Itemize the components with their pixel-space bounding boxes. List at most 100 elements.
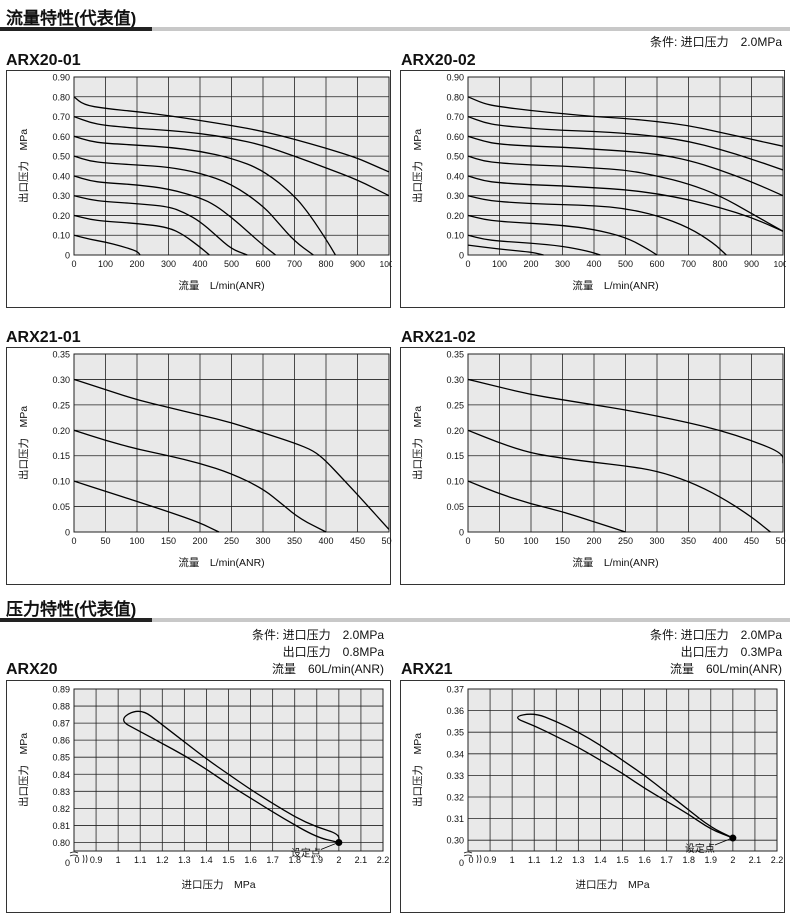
x-axis-label: 流量 L/min(ANR) xyxy=(572,556,658,569)
y-axis-label: 出口压力 MPa xyxy=(17,129,30,203)
x-tick-label: 150 xyxy=(161,536,176,546)
series-line-0.30 xyxy=(468,195,727,256)
x-tick-label: 250 xyxy=(618,536,633,546)
x-zero-label: 0 xyxy=(74,855,79,865)
flow-condition: 条件: 进口压力 2.0MPa xyxy=(649,35,782,49)
x-tick-label: 0 xyxy=(465,259,470,269)
y-tick-label: 0.34 xyxy=(446,749,464,759)
x-tick-label: 500 xyxy=(775,536,786,546)
chart-panel-arx21-01: 0 50 100 150 200 250 300 350 400 450 500 0 0.05 0.10 0… xyxy=(6,347,392,585)
x-axis-label: 流量 L/min(ANR) xyxy=(178,556,264,569)
x-tick-label: 50 xyxy=(100,536,110,546)
x-tick-label: 1.7 xyxy=(660,855,673,865)
x-tick-label: 2 xyxy=(730,855,735,865)
y-tick-label: 0.20 xyxy=(52,211,70,221)
y-tick-label: 0.70 xyxy=(52,112,70,122)
series-line-0.05 xyxy=(468,244,544,256)
y-tick-label: 0.50 xyxy=(446,152,464,162)
series-line-0.10 xyxy=(74,234,141,256)
x-tick-label: 200 xyxy=(192,536,207,546)
y-tick-label: 0.15 xyxy=(52,451,70,461)
set-point-leader xyxy=(714,838,731,846)
x-tick-label: 0 xyxy=(71,536,76,546)
series-line-0.40 xyxy=(74,175,276,256)
x-axis-label: 流量 L/min(ANR) xyxy=(178,279,264,292)
x-tick-label: 600 xyxy=(649,259,664,269)
y-tick-label: 0.30 xyxy=(446,836,464,846)
y-tick-label: 0.10 xyxy=(446,231,464,241)
y-tick-label: 0.33 xyxy=(446,771,464,781)
x-zero-label: 0 xyxy=(468,855,473,865)
x-axis-label: 进口压力 MPa xyxy=(575,878,649,891)
y-tick-label: 0.10 xyxy=(52,477,70,487)
series-line-0.60 xyxy=(468,135,783,197)
set-point-leader xyxy=(320,843,337,850)
y-tick-label: 0.82 xyxy=(52,804,70,814)
x-tick-label: 100 xyxy=(129,536,144,546)
x-tick-label: 1.1 xyxy=(134,855,147,865)
y-tick-label: 0.10 xyxy=(446,477,464,487)
y-tick-label: 0.30 xyxy=(52,375,70,385)
x-tick-label: 1.1 xyxy=(528,855,541,865)
y-tick-label: 0.20 xyxy=(446,211,464,221)
chart-title-arx20-02: ARX20-02 xyxy=(401,52,476,69)
y-tick-label: 0.40 xyxy=(446,171,464,181)
x-tick-label: 300 xyxy=(255,536,270,546)
arx21-condition: 条件: 进口压力 2.0MPa 出口压力 0.3MPa 流量 60L/min(A… xyxy=(649,628,782,676)
x-tick-label: 1.4 xyxy=(200,855,213,865)
y-tick-label: 0.83 xyxy=(52,787,70,797)
y-tick-label: 0.85 xyxy=(52,753,70,763)
y-tick-label: 0.30 xyxy=(446,375,464,385)
y-tick-label: 0.90 xyxy=(446,73,464,83)
x-tick-label: 450 xyxy=(350,536,365,546)
x-tick-label: 2.2 xyxy=(771,855,784,865)
x-tick-label: 1.8 xyxy=(288,855,301,865)
y-tick-label: 0.15 xyxy=(446,451,464,461)
arx20-condition: 条件: 进口压力 2.0MPa 出口压力 0.8MPa 流量 60L/min(A… xyxy=(251,628,384,676)
set-point-label: 设定点 xyxy=(291,846,321,859)
x-tick-label: 400 xyxy=(586,259,601,269)
x-tick-label: 400 xyxy=(712,536,727,546)
y-axis-label: 出口压力 MPa xyxy=(411,733,424,807)
x-tick-label: 1.9 xyxy=(311,855,324,865)
x-tick-label: 1.2 xyxy=(550,855,563,865)
series-line-0.80 xyxy=(468,96,783,147)
y-tick-label: 0.80 xyxy=(52,838,70,848)
series-line-0.10 xyxy=(468,234,601,256)
y-tick-label: 0.88 xyxy=(52,702,70,712)
y-tick-label: 0.40 xyxy=(52,171,70,181)
chart-title-arx21: ARX21 xyxy=(401,661,453,678)
y-tick-label: 0.86 xyxy=(52,736,70,746)
x-tick-label: 300 xyxy=(555,259,570,269)
y-tick-label: 0.81 xyxy=(52,821,70,831)
y-tick-label: 0.87 xyxy=(52,719,70,729)
series-line-0.20 xyxy=(74,429,327,533)
x-tick-label: 1.4 xyxy=(594,855,607,865)
y-axis-label: 出口压力 MPa xyxy=(411,129,424,203)
y-zero-label: 0 xyxy=(459,858,464,868)
x-tick-label: 300 xyxy=(161,259,176,269)
series-line-0.30 xyxy=(74,195,248,256)
x-axis-break-icon xyxy=(82,854,88,864)
chart-panel-arx20: 0.9 1 1.1 1.2 1.3 1.4 1.5 1.6 1.7 1.8 1.9 2 2.1 2.2 0.… xyxy=(6,680,391,913)
x-tick-label: 450 xyxy=(744,536,759,546)
x-axis-label: 进口压力 MPa xyxy=(181,878,255,891)
x-tick-label: 200 xyxy=(523,259,538,269)
x-tick-label: 1.6 xyxy=(244,855,257,865)
flow-section-title: 流量特性(代表值) xyxy=(6,9,137,28)
y-tick-label: 0.37 xyxy=(446,685,464,695)
x-axis-label: 流量 L/min(ANR) xyxy=(572,279,658,292)
y-axis-break-icon xyxy=(69,851,79,857)
series-line-hysteresis xyxy=(517,713,734,839)
y-axis-label: 出口压力 MPa xyxy=(411,406,424,480)
y-tick-label: 0.84 xyxy=(52,770,70,780)
x-tick-label: 2.1 xyxy=(355,855,368,865)
y-tick-label: 0 xyxy=(65,251,70,261)
x-tick-label: 600 xyxy=(255,259,270,269)
series-line-0.80 xyxy=(74,96,389,173)
x-tick-label: 800 xyxy=(318,259,333,269)
